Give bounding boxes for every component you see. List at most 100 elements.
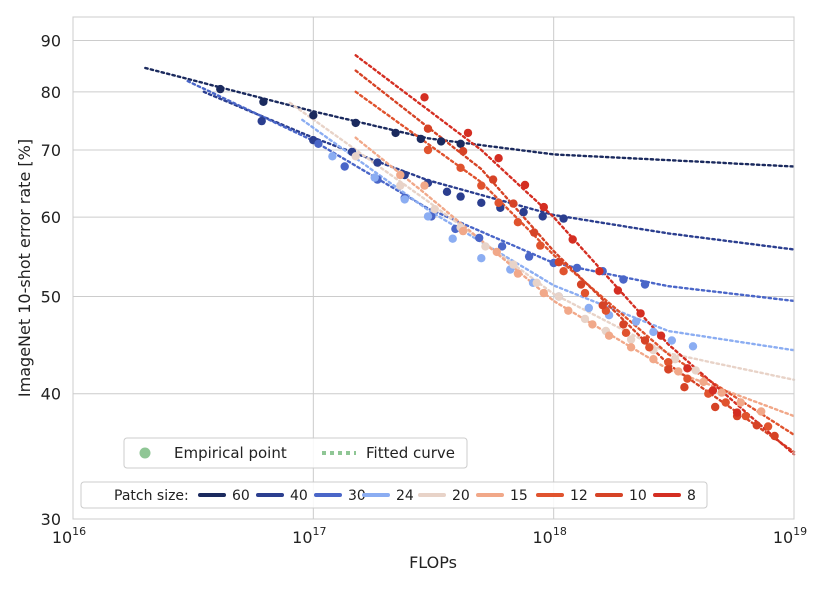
legend-empirical-marker bbox=[139, 447, 151, 459]
point-patch-10 bbox=[509, 199, 518, 208]
y-tick-label: 70 bbox=[41, 141, 61, 160]
point-patch-10 bbox=[664, 365, 673, 374]
point-patch-8 bbox=[494, 154, 503, 163]
point-patch-8 bbox=[636, 309, 645, 318]
point-patch-10 bbox=[711, 402, 720, 412]
point-patch-12 bbox=[645, 343, 654, 352]
legend-empirical-label: Empirical point bbox=[174, 444, 287, 462]
point-patch-60 bbox=[309, 111, 318, 120]
point-patch-12 bbox=[580, 288, 590, 298]
point-patch-10 bbox=[640, 336, 650, 345]
point-patch-40 bbox=[538, 212, 547, 221]
point-patch-15 bbox=[649, 355, 658, 364]
point-patch-40 bbox=[477, 198, 486, 207]
point-patch-15 bbox=[717, 388, 726, 397]
empirical-points bbox=[216, 84, 779, 441]
point-patch-12 bbox=[741, 411, 750, 421]
point-patch-30 bbox=[497, 242, 507, 251]
point-patch-8 bbox=[539, 202, 548, 212]
point-patch-8 bbox=[732, 408, 742, 417]
x-tick-label: 1018 bbox=[532, 525, 566, 547]
point-patch-10 bbox=[458, 147, 468, 156]
point-patch-60 bbox=[436, 137, 446, 146]
point-patch-15 bbox=[588, 320, 597, 329]
x-tick-label: 1017 bbox=[292, 525, 326, 547]
point-patch-15 bbox=[420, 181, 429, 190]
point-patch-24 bbox=[688, 342, 698, 351]
legend-label-12: 12 bbox=[570, 488, 588, 504]
point-patch-15 bbox=[757, 407, 766, 416]
point-patch-15 bbox=[564, 306, 573, 315]
point-patch-15 bbox=[604, 331, 614, 340]
point-patch-8 bbox=[520, 180, 530, 190]
point-patch-15 bbox=[674, 367, 683, 376]
y-tick-label: 50 bbox=[41, 288, 61, 307]
point-patch-15 bbox=[396, 170, 405, 180]
point-patch-24 bbox=[649, 327, 658, 337]
fitted-curve-60 bbox=[144, 66, 796, 168]
x-axis-label: FLOPs bbox=[409, 553, 457, 572]
legend-patch-items: 60 40 30 24 20 15 12 10 8 bbox=[198, 488, 696, 504]
fitted-curve-40 bbox=[202, 90, 796, 251]
point-patch-10 bbox=[680, 383, 689, 392]
point-patch-30 bbox=[475, 233, 484, 243]
point-patch-24 bbox=[448, 234, 457, 243]
point-patch-15 bbox=[736, 398, 745, 407]
point-patch-30 bbox=[572, 263, 582, 273]
point-patch-12 bbox=[621, 328, 631, 337]
point-patch-30 bbox=[524, 252, 534, 261]
point-patch-20 bbox=[554, 292, 563, 301]
point-patch-60 bbox=[351, 118, 360, 128]
fitted-curve-20 bbox=[288, 101, 796, 381]
point-patch-10 bbox=[619, 320, 628, 329]
point-patch-40 bbox=[519, 207, 528, 217]
point-patch-15 bbox=[699, 377, 708, 387]
point-patch-20 bbox=[580, 314, 590, 324]
point-patch-10 bbox=[770, 431, 779, 441]
point-patch-20 bbox=[396, 181, 405, 190]
point-patch-10 bbox=[598, 301, 607, 310]
point-patch-60 bbox=[259, 97, 268, 107]
point-patch-40 bbox=[442, 187, 452, 196]
point-patch-8 bbox=[463, 128, 473, 138]
legend-label-40: 40 bbox=[290, 488, 308, 504]
plot-area bbox=[73, 17, 794, 519]
legend-patch-title: Patch size: bbox=[114, 488, 189, 504]
point-patch-8 bbox=[708, 386, 718, 395]
point-patch-8 bbox=[683, 364, 692, 373]
point-patch-15 bbox=[513, 269, 523, 278]
point-patch-40 bbox=[456, 192, 465, 201]
point-patch-24 bbox=[667, 336, 676, 345]
point-patch-12 bbox=[513, 218, 523, 227]
point-patch-12 bbox=[536, 241, 545, 250]
legend-box bbox=[123, 437, 468, 469]
point-patch-15 bbox=[458, 226, 468, 236]
point-patch-20 bbox=[626, 335, 636, 344]
point-patch-30 bbox=[340, 162, 349, 171]
point-patch-30 bbox=[619, 275, 628, 284]
point-patch-8 bbox=[656, 331, 666, 340]
legend-label-30: 30 bbox=[348, 488, 366, 504]
point-patch-12 bbox=[423, 145, 433, 155]
point-patch-15 bbox=[626, 343, 636, 352]
fitted-curve-30 bbox=[186, 79, 796, 303]
x-tick-label: 1019 bbox=[773, 525, 807, 547]
point-patch-8 bbox=[568, 235, 577, 244]
legend-label-10: 10 bbox=[629, 488, 647, 504]
point-patch-24 bbox=[370, 173, 379, 182]
point-patch-12 bbox=[763, 422, 773, 431]
y-tick-label: 40 bbox=[41, 385, 61, 404]
point-patch-20 bbox=[691, 366, 700, 375]
legend-label-60: 60 bbox=[232, 488, 250, 504]
point-patch-30 bbox=[314, 139, 323, 148]
point-patch-24 bbox=[631, 317, 641, 326]
point-patch-20 bbox=[430, 205, 439, 214]
legend-fitted-label: Fitted curve bbox=[366, 444, 455, 462]
y-axis-ticks: 30 40 50 60 70 80 90 bbox=[41, 32, 61, 529]
point-patch-20 bbox=[481, 242, 490, 251]
y-tick-label: 30 bbox=[41, 510, 61, 529]
point-patch-12 bbox=[683, 374, 692, 383]
legend-label-8: 8 bbox=[687, 488, 696, 504]
point-patch-12 bbox=[721, 398, 730, 407]
